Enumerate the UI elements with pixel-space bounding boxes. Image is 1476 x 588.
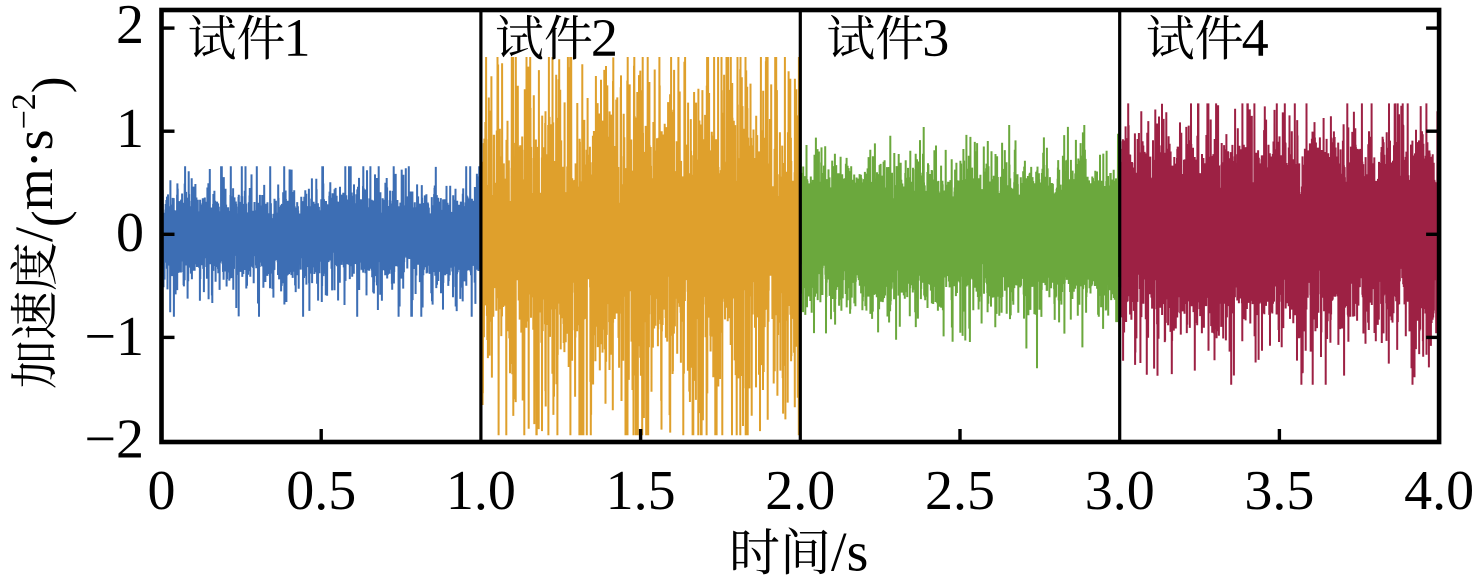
svg-text:1.0: 1.0 <box>446 460 516 522</box>
svg-text:3.0: 3.0 <box>1085 460 1155 522</box>
svg-text:0.5: 0.5 <box>286 460 356 522</box>
svg-text:1: 1 <box>116 98 144 160</box>
svg-text:2.0: 2.0 <box>765 460 835 522</box>
svg-text:−2: −2 <box>84 409 144 471</box>
svg-text:−1: −1 <box>84 306 144 368</box>
svg-text:2: 2 <box>116 0 144 56</box>
svg-text:0: 0 <box>116 202 144 264</box>
svg-text:1.5: 1.5 <box>606 460 676 522</box>
svg-text:0: 0 <box>148 460 176 522</box>
svg-text:2.5: 2.5 <box>925 460 995 522</box>
svg-text:3.5: 3.5 <box>1244 460 1314 522</box>
svg-text:4.0: 4.0 <box>1404 460 1474 522</box>
